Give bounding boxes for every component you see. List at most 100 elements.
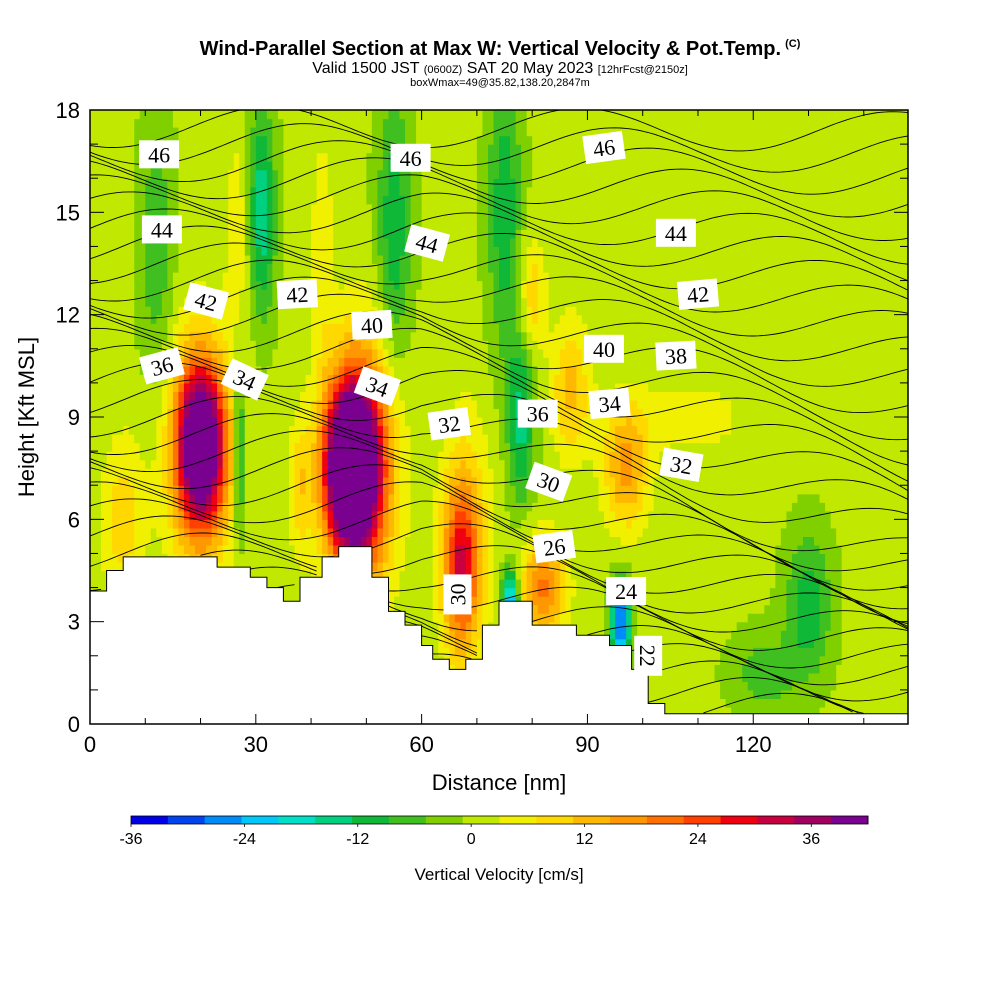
- w-cell: [830, 638, 837, 648]
- w-cell: [736, 613, 743, 623]
- w-cell: [476, 468, 484, 478]
- w-cell: [427, 561, 434, 572]
- w-cell: [709, 570, 716, 580]
- w-cell: [344, 510, 351, 520]
- w-cell: [847, 493, 854, 503]
- w-cell: [780, 613, 788, 623]
- w-cell: [493, 561, 500, 572]
- w-cell: [432, 485, 439, 495]
- w-cell: [841, 596, 848, 606]
- w-cell: [620, 451, 627, 461]
- w-cell: [659, 655, 666, 665]
- w-cell: [808, 579, 815, 589]
- w-cell: [360, 459, 367, 469]
- w-cell: [626, 493, 633, 503]
- w-cell: [565, 459, 572, 469]
- w-cell: [725, 527, 732, 537]
- w-cell: [217, 544, 224, 555]
- w-cell: [543, 434, 550, 444]
- w-cell: [189, 502, 196, 512]
- w-cell: [637, 468, 644, 478]
- w-cell: [725, 561, 732, 572]
- w-cell: [288, 527, 296, 537]
- w-cell: [382, 493, 390, 503]
- w-cell: [421, 476, 428, 486]
- w-cell: [825, 519, 832, 529]
- w-cell: [570, 459, 577, 469]
- w-cell: [570, 451, 577, 461]
- w-cell: [316, 544, 323, 555]
- w-cell: [791, 689, 799, 700]
- w-cell: [791, 544, 799, 555]
- w-cell: [305, 485, 312, 495]
- w-cell: [847, 553, 854, 563]
- w-cell: [288, 536, 296, 546]
- w-cell: [692, 510, 699, 520]
- w-cell: [874, 561, 881, 572]
- w-cell: [764, 527, 771, 537]
- w-cell: [604, 544, 611, 555]
- w-cell: [261, 570, 268, 580]
- w-cell: [150, 510, 157, 520]
- w-cell: [692, 442, 699, 452]
- w-cell: [476, 621, 484, 631]
- w-cell: [786, 442, 793, 452]
- w-cell: [156, 493, 163, 503]
- w-cell: [775, 527, 782, 537]
- w-cell: [438, 587, 445, 597]
- w-cell: [200, 510, 207, 520]
- w-cell: [112, 527, 119, 537]
- w-cell: [283, 579, 290, 589]
- w-cell: [521, 587, 528, 597]
- w-cell: [565, 493, 572, 503]
- w-cell: [852, 689, 859, 700]
- w-cell: [841, 587, 848, 597]
- w-cell: [880, 647, 887, 657]
- w-cell: [493, 459, 500, 469]
- w-cell: [360, 476, 367, 486]
- w-cell: [123, 442, 130, 452]
- w-cell: [272, 536, 279, 546]
- w-cell: [449, 544, 456, 555]
- w-cell: [896, 655, 904, 665]
- w-cell: [482, 493, 489, 503]
- w-cell: [874, 442, 881, 452]
- w-cell: [305, 459, 312, 469]
- w-cell: [587, 476, 594, 486]
- w-cell: [819, 681, 826, 691]
- w-cell: [250, 493, 257, 503]
- w-cell: [493, 553, 500, 563]
- w-cell: [592, 621, 600, 631]
- w-cell: [250, 442, 257, 452]
- w-cell: [438, 485, 445, 495]
- w-cell: [499, 485, 506, 495]
- w-cell: [653, 579, 660, 589]
- w-cell: [222, 459, 229, 469]
- w-cell: [604, 561, 611, 572]
- w-cell: [753, 493, 760, 503]
- w-cell: [123, 434, 130, 444]
- w-cell: [686, 681, 694, 691]
- w-cell: [460, 655, 467, 665]
- w-cell: [697, 485, 705, 495]
- w-cell: [802, 655, 810, 665]
- w-cell: [692, 647, 699, 657]
- w-cell: [648, 544, 655, 555]
- w-cell: [858, 519, 865, 529]
- w-cell: [355, 502, 362, 512]
- w-cell: [797, 655, 804, 665]
- w-cell: [836, 579, 843, 589]
- w-cell: [891, 451, 898, 461]
- w-cell: [725, 442, 732, 452]
- w-cell: [731, 544, 738, 555]
- w-cell: [626, 613, 633, 623]
- w-cell: [797, 442, 804, 452]
- w-cell: [145, 485, 152, 495]
- w-cell: [847, 621, 854, 631]
- w-cell: [736, 621, 743, 631]
- w-cell: [836, 468, 843, 478]
- w-cell: [454, 613, 461, 623]
- w-cell: [819, 664, 826, 674]
- w-cell: [587, 493, 594, 503]
- w-cell: [128, 519, 135, 529]
